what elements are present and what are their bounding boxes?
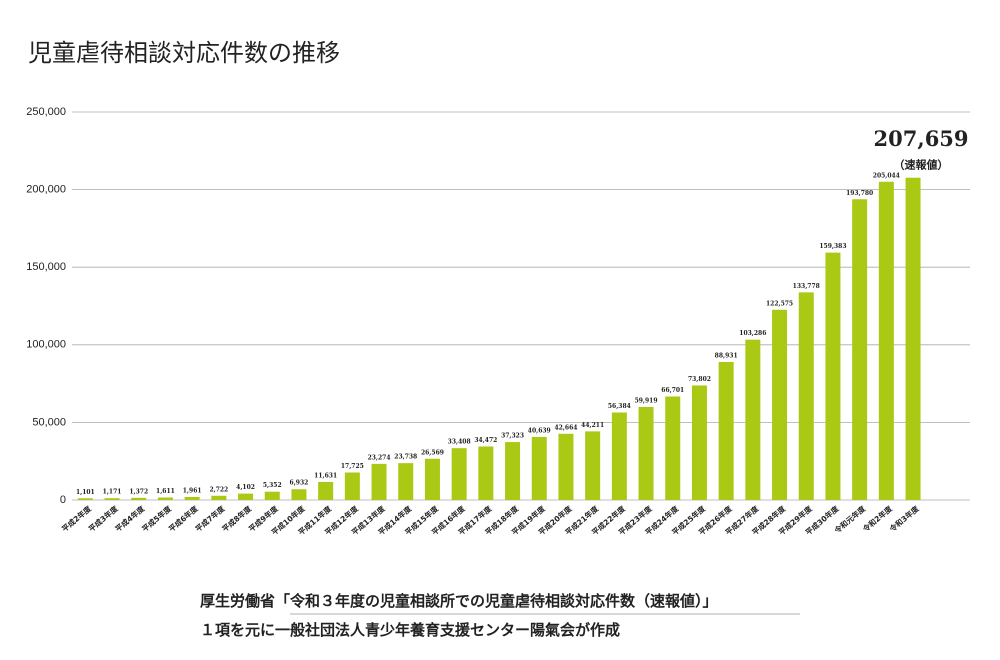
y-tick-label: 200,000 <box>26 184 66 196</box>
bar <box>798 292 814 500</box>
value-label: 73,802 <box>688 376 711 383</box>
bar <box>77 498 93 500</box>
value-label: 37,323 <box>501 433 524 440</box>
value-label: 2,722 <box>209 486 228 493</box>
value-label: 26,569 <box>421 449 444 456</box>
value-label: 44,211 <box>581 422 604 429</box>
bar <box>665 396 681 500</box>
value-label: 59,919 <box>635 398 658 405</box>
bar <box>878 181 894 500</box>
bar <box>398 463 414 500</box>
value-label: 17,725 <box>341 463 364 470</box>
bar <box>157 497 173 500</box>
bar <box>238 493 254 500</box>
bar <box>852 199 868 501</box>
value-label: 122,575 <box>766 300 793 307</box>
bar <box>371 463 387 500</box>
value-label: 42,664 <box>554 424 577 431</box>
value-label: 1,611 <box>156 488 175 495</box>
value-label: 1,372 <box>129 488 148 495</box>
bar <box>585 431 601 500</box>
value-label: 205,044 <box>873 172 900 179</box>
x-tick-label: 令和3年度 <box>886 503 921 534</box>
source-line: １項を元に一般社団法人青少年養育支援センター陽氣会が作成 <box>200 621 620 639</box>
value-label: 1,101 <box>76 489 95 496</box>
chart-title: 児童虐待相談対応件数の推移 <box>28 39 340 67</box>
annotation: （速報値） <box>894 158 949 172</box>
value-label: 23,274 <box>368 454 391 461</box>
y-tick-label: 50,000 <box>32 416 66 428</box>
source-line: 厚生労働省「令和３年度の児童相談所での児童虐待相談対応件数（速報値）」 <box>200 592 718 610</box>
bar <box>211 495 227 500</box>
bar <box>104 498 120 500</box>
bar <box>691 385 707 500</box>
value-label: 159,383 <box>819 243 846 250</box>
bar <box>344 472 360 500</box>
value-label: 23,738 <box>394 454 417 461</box>
value-label: 66,701 <box>661 387 684 394</box>
y-tick-label: 0 <box>60 494 66 506</box>
bar <box>531 436 547 500</box>
value-label: 40,639 <box>528 427 551 434</box>
value-label: 4,102 <box>236 484 255 491</box>
value-label: 1,961 <box>183 487 202 494</box>
bar <box>638 407 654 500</box>
bar <box>825 252 841 500</box>
bar <box>424 458 440 500</box>
bar <box>558 433 574 500</box>
bar <box>264 491 280 500</box>
y-tick-label: 100,000 <box>26 339 66 351</box>
y-tick-label: 150,000 <box>26 261 66 273</box>
bar <box>772 309 788 500</box>
value-label: 207,659 <box>874 126 969 151</box>
bar <box>184 496 200 500</box>
value-label: 88,931 <box>715 352 738 359</box>
value-label: 33,408 <box>448 439 471 446</box>
value-label: 6,932 <box>290 480 309 487</box>
y-tick-label: 250,000 <box>26 106 66 118</box>
bar <box>905 177 921 500</box>
bar <box>291 489 307 500</box>
bar <box>745 339 761 500</box>
bar <box>718 361 734 500</box>
value-label: 103,286 <box>739 330 766 337</box>
bar <box>505 442 521 500</box>
value-label: 56,384 <box>608 403 631 410</box>
value-label: 1,171 <box>103 489 122 496</box>
value-label: 133,778 <box>793 283 820 290</box>
bar <box>478 446 494 500</box>
bar <box>611 412 627 500</box>
value-label: 11,631 <box>314 472 337 479</box>
bar <box>451 448 467 500</box>
value-label: 193,780 <box>846 190 873 197</box>
value-label: 5,352 <box>263 482 282 489</box>
bar <box>131 497 147 500</box>
bar <box>318 481 334 500</box>
value-label: 34,472 <box>474 437 497 444</box>
